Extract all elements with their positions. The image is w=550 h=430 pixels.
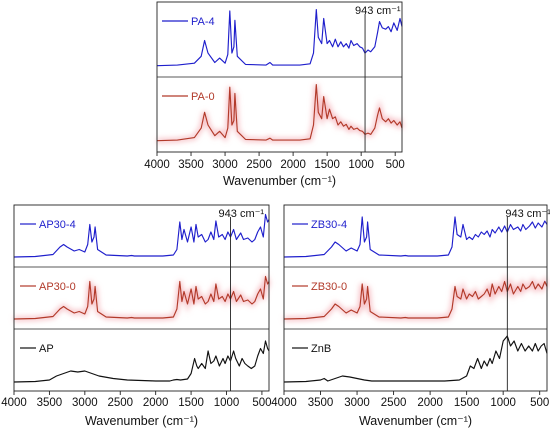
series-PA-0: PA-0 [156,84,405,143]
chart-panel-0: PA-4 PA-0 943 cm⁻¹ 4000 3500 3000 2500 2000 1500… [144,1,405,188]
x-tick-label: 4000 [1,397,27,409]
x-tick-label: 3000 [344,397,370,409]
series-line-AP30-4 [13,213,270,258]
series-line-ZB30-4 [283,216,548,258]
series-line-PA-0 [156,84,403,142]
annotation-943: 943 cm⁻¹ [505,208,550,220]
x-tick-label: 3000 [212,159,238,171]
chart-panel-2: ZB30-4 ZB30-0 ZnB 943 cm⁻¹ 4000 3500 3000 2500 2… [271,204,550,428]
series-PA-4: PA-4 [156,9,403,67]
x-tick-label: 4000 [271,397,297,409]
series-AP30-0: AP30-0 [13,275,271,322]
x-tick-label: 1000 [490,397,516,409]
series-line-ZnB [283,335,548,383]
legend-label-AP: AP [39,343,54,355]
chart-panel-1: AP30-4 AP30-0 AP 943 cm⁻¹ 4000 3500 3000 2500 20… [1,204,272,428]
series-line-PA-4 [156,9,403,67]
series-ZnB: ZnB [283,335,548,383]
plot-frame [13,204,270,392]
x-tick-label: 1500 [178,397,204,409]
x-axis-label: Wavenumber (cm⁻¹) [359,414,472,428]
x-tick-label: 2000 [280,159,306,171]
x-tick-label: 1500 [314,159,340,171]
x-tick-label: 1000 [214,397,240,409]
x-tick-label: 3500 [178,159,204,171]
series-line-ZB30-0 [283,280,548,320]
x-tick-label: 2500 [381,397,407,409]
legend-label-PA-4: PA-4 [191,16,215,28]
x-tick-label: 500 [386,159,405,171]
annotation-943: 943 cm⁻¹ [219,208,265,220]
x-tick-label: 4000 [144,159,170,171]
x-tick-label: 2500 [107,397,133,409]
legend-label-AP30-0: AP30-0 [39,281,76,293]
series-ZB30-4: ZB30-4 [283,216,548,258]
x-tick-label: 500 [530,397,549,409]
legend-label-ZnB: ZnB [311,343,331,355]
x-tick-label: 3500 [37,397,63,409]
legend-label-ZB30-4: ZB30-4 [311,219,347,231]
x-tick-label: 1000 [348,159,374,171]
series-ZB30-0: ZB30-0 [283,273,550,322]
x-axis-label: Wavenumber (cm⁻¹) [85,414,198,428]
x-tick-label: 500 [252,397,271,409]
series-line-AP30-0 [13,275,270,320]
x-tick-label: 3500 [308,397,334,409]
x-tick-label: 3000 [72,397,98,409]
annotation-943: 943 cm⁻¹ [355,5,401,17]
legend-label-PA-0: PA-0 [191,91,215,103]
x-tick-label: 2000 [143,397,169,409]
x-tick-label: 2500 [246,159,272,171]
series-line-AP [13,340,270,383]
series-AP30-4: AP30-4 [13,213,270,258]
plot-frame [283,204,548,392]
x-tick-label: 1500 [454,397,480,409]
series-AP: AP [13,340,270,383]
legend-label-AP30-4: AP30-4 [39,219,76,231]
plot-frame [156,1,403,153]
x-axis-label: Wavenumber (cm⁻¹) [223,174,336,188]
legend-label-ZB30-0: ZB30-0 [311,281,347,293]
x-tick-label: 2000 [417,397,443,409]
